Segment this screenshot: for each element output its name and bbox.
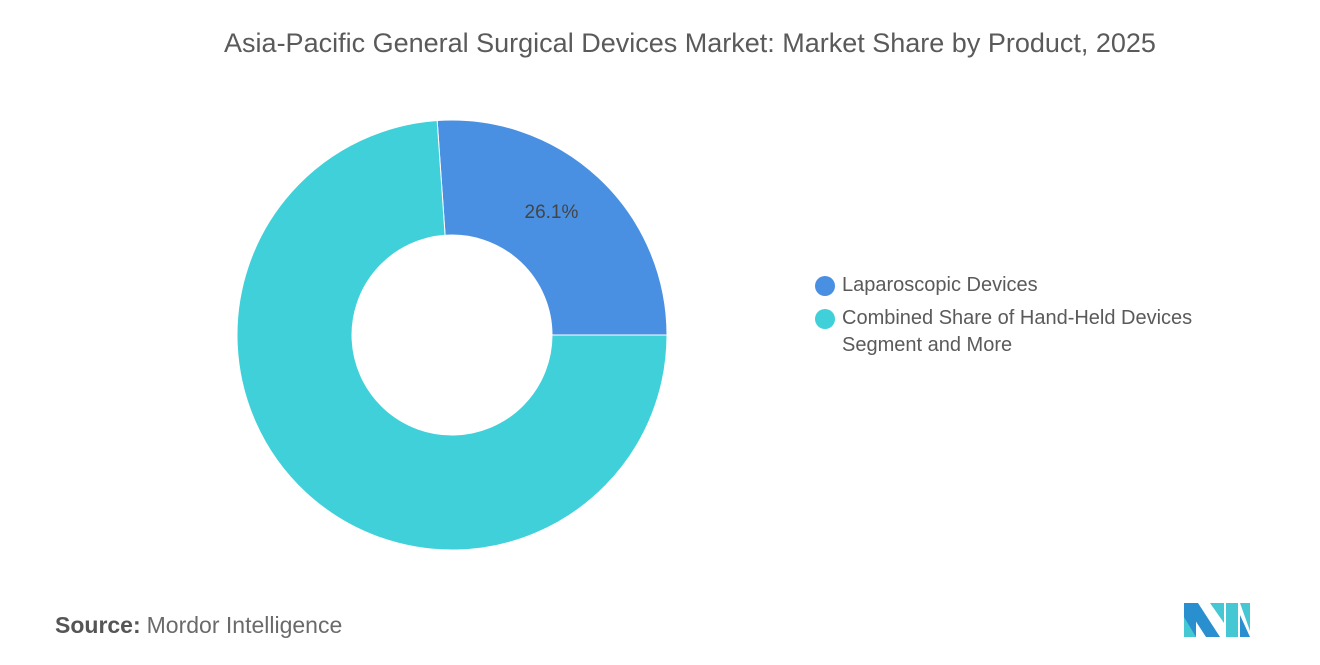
legend-label: Combined Share of Hand-Held Devices Segm… <box>842 307 1193 356</box>
source-value: Mordor Intelligence <box>146 612 343 638</box>
legend-swatch <box>815 276 835 296</box>
legend: Laparoscopic Devices Combined Share of H… <box>815 272 1252 365</box>
source-note: Source: Mordor Intelligence <box>55 612 342 639</box>
legend-item-hand-held: Combined Share of Hand-Held Devices Segm… <box>815 305 1252 359</box>
slice-0 <box>436 119 668 336</box>
mordor-intelligence-logo <box>1184 603 1250 637</box>
legend-label: Laparoscopic Devices <box>842 274 1038 296</box>
slice-1 <box>236 119 668 551</box>
legend-item-laparoscopic: Laparoscopic Devices <box>815 272 1252 299</box>
chart-title: Asia-Pacific General Surgical Devices Ma… <box>224 28 1156 58</box>
legend-swatch <box>815 309 835 329</box>
source-label: Source: <box>55 612 141 638</box>
data-label-0: 26.1% <box>525 202 579 223</box>
